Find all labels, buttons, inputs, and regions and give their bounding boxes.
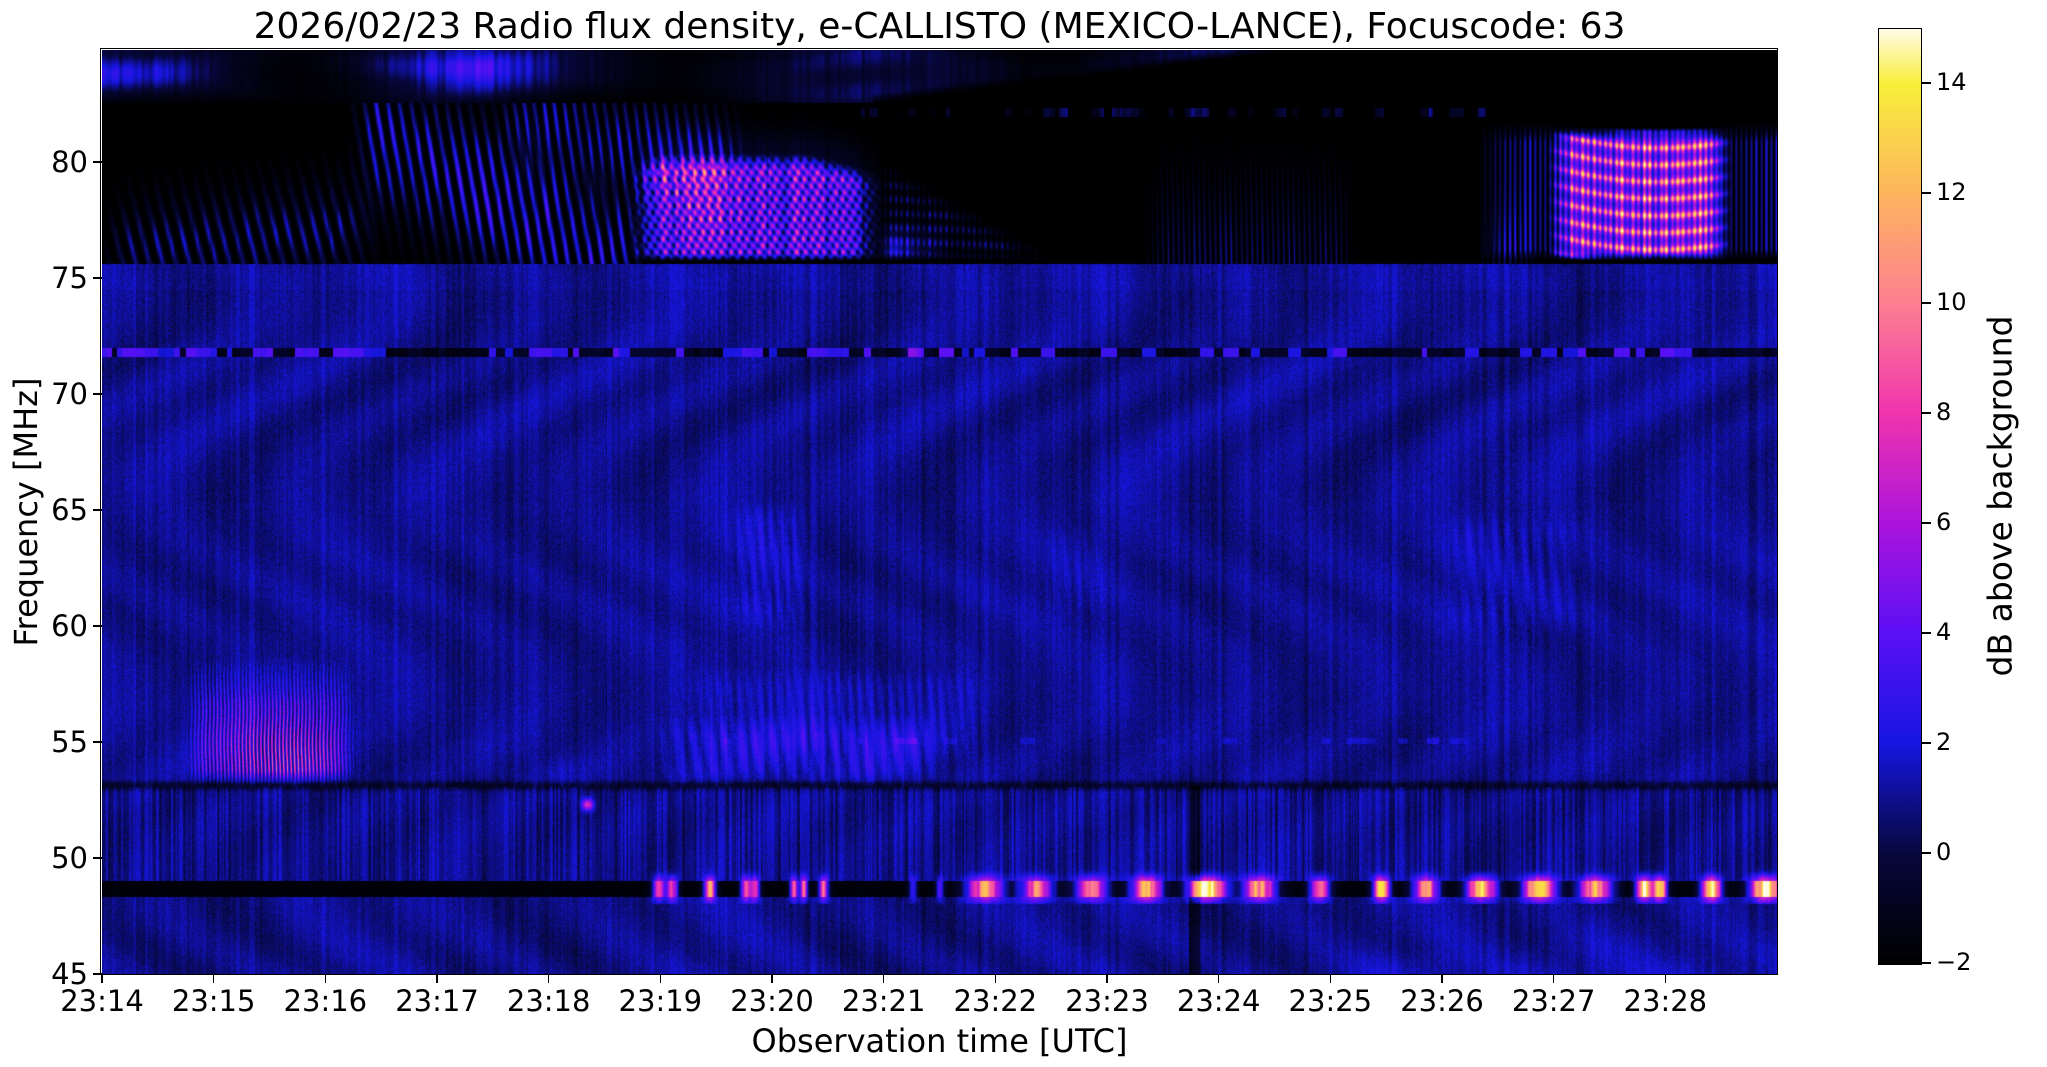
colorbar-tick-mark	[1922, 632, 1931, 634]
x-tick-label: 23:20	[730, 984, 814, 1018]
y-tick-mark	[93, 509, 102, 511]
x-tick-mark	[101, 974, 103, 983]
y-tick-label: 80	[51, 145, 88, 180]
y-tick-label: 60	[51, 609, 88, 644]
x-tick-mark	[1441, 974, 1443, 983]
colorbar-tick-label: 12	[1936, 178, 1967, 206]
colorbar-tick-mark	[1922, 82, 1931, 84]
chart-title: 2026/02/23 Radio flux density, e-CALLIST…	[253, 6, 1626, 47]
y-tick-mark	[93, 277, 102, 279]
x-tick-mark	[547, 974, 550, 983]
x-tick-mark	[436, 974, 438, 983]
x-tick-mark	[771, 974, 773, 983]
y-tick-label: 70	[51, 377, 88, 412]
x-tick-mark	[1552, 974, 1555, 983]
y-tick-mark	[93, 741, 102, 743]
colorbar-tick-mark	[1922, 522, 1931, 524]
colorbar-tick-mark	[1922, 412, 1931, 414]
x-axis-label: Observation time [UTC]	[751, 1022, 1128, 1060]
colorbar-tick-mark	[1922, 192, 1931, 194]
x-tick-label: 23:17	[395, 984, 479, 1018]
x-tick-mark	[659, 974, 662, 983]
x-tick-label: 23:18	[506, 984, 591, 1018]
y-tick-mark	[93, 973, 102, 975]
colorbar-tick-mark	[1922, 742, 1931, 744]
y-tick-label: 55	[51, 725, 88, 759]
y-tick-mark	[93, 857, 102, 859]
colorbar-tick-mark	[1922, 962, 1931, 964]
x-tick-label: 23:16	[283, 984, 368, 1018]
y-tick-label: 50	[51, 841, 88, 875]
colorbar	[1878, 28, 1922, 965]
x-tick-mark	[1329, 974, 1332, 983]
colorbar-tick-label: 2	[1936, 728, 1952, 756]
x-tick-label: 23:28	[1623, 984, 1708, 1018]
x-tick-label: 23:22	[953, 984, 1038, 1018]
x-tick-label: 23:23	[1065, 984, 1149, 1018]
x-tick-mark	[324, 974, 327, 983]
x-tick-label: 23:27	[1511, 984, 1596, 1018]
x-tick-label: 23:21	[841, 984, 926, 1018]
colorbar-label: dB above background	[1980, 315, 2020, 677]
x-tick-mark	[1106, 974, 1108, 983]
colorbar-tick-mark	[1922, 302, 1931, 304]
colorbar-tick-label: 6	[1936, 508, 1952, 536]
y-tick-label: 45	[51, 957, 88, 991]
colorbar-tick-label: 4	[1936, 618, 1952, 646]
x-tick-label: 23:25	[1288, 984, 1373, 1018]
y-tick-mark	[93, 393, 102, 395]
y-tick-mark	[93, 161, 102, 163]
colorbar-tick-label: 14	[1936, 68, 1967, 96]
colorbar-tick-mark	[1922, 852, 1931, 854]
x-tick-label: 23:19	[618, 984, 703, 1018]
colorbar-tick-label: 0	[1936, 838, 1952, 866]
x-tick-mark	[1217, 974, 1220, 983]
x-tick-mark	[994, 974, 997, 983]
x-tick-mark	[882, 974, 885, 983]
x-tick-label: 23:24	[1176, 984, 1261, 1018]
x-tick-label: 23:26	[1400, 984, 1484, 1018]
x-tick-label: 23:14	[60, 984, 144, 1018]
x-tick-mark	[1664, 974, 1667, 983]
x-tick-mark	[212, 974, 215, 983]
x-tick-label: 23:15	[171, 984, 256, 1018]
colorbar-tick-label: −2	[1936, 948, 1972, 976]
y-tick-mark	[93, 625, 102, 627]
y-tick-label: 65	[51, 493, 88, 528]
y-tick-label: 75	[51, 261, 88, 296]
spectrogram-heatmap	[102, 50, 1777, 974]
colorbar-tick-label: 8	[1936, 398, 1952, 426]
colorbar-tick-label: 10	[1936, 288, 1967, 316]
